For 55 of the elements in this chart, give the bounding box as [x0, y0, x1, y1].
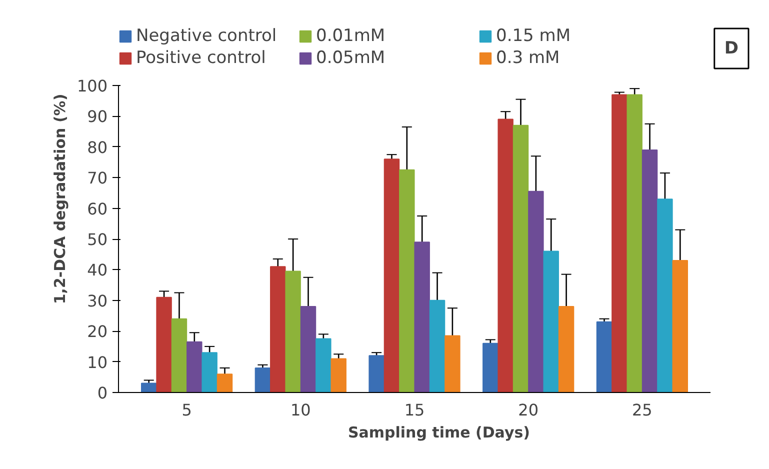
bar: [444, 335, 460, 392]
bar: [512, 124, 529, 392]
legend-label: 0.15 mM: [496, 26, 572, 46]
legend-label: 0.01mM: [316, 26, 386, 46]
y-tick-label: 90: [87, 107, 108, 126]
bar: [202, 352, 218, 392]
bar: [414, 242, 430, 392]
bar: [543, 250, 559, 392]
bar: [672, 260, 688, 392]
y-tick-label: 100: [76, 76, 108, 96]
y-tick-label: 50: [87, 230, 108, 249]
bar: [285, 270, 301, 392]
bar: [300, 306, 316, 392]
y-tick-label: 40: [87, 260, 108, 280]
bar: [626, 94, 642, 392]
bar: [140, 382, 157, 392]
y-tick-label: 30: [87, 291, 108, 310]
bar: [612, 94, 628, 392]
bar: [254, 367, 271, 392]
bar: [528, 190, 544, 392]
bar: [171, 318, 188, 392]
x-tick-label: 10: [290, 400, 311, 420]
bar: [216, 374, 233, 392]
bar: [558, 306, 574, 392]
y-tick-label: 60: [87, 199, 108, 218]
y-tick-label: 0: [97, 384, 108, 402]
legend-label: 0.05mM: [316, 48, 386, 68]
x-tick-label: 5: [182, 400, 192, 420]
bar: [384, 158, 400, 392]
bar: [642, 149, 658, 392]
bar: [186, 341, 202, 392]
x-tick-label: 25: [632, 400, 652, 420]
bar: [156, 296, 172, 392]
x-tick-label: 20: [518, 400, 539, 420]
y-tick-label: 80: [87, 138, 108, 157]
text: D: [724, 38, 739, 58]
bar: [368, 355, 384, 392]
legend-label: 0.3 mM: [496, 48, 561, 68]
bar: [596, 321, 612, 392]
bar: [399, 169, 415, 392]
bar: [270, 266, 286, 392]
bar: [498, 118, 514, 392]
bar: [330, 358, 346, 392]
x-tick-label: 15: [404, 400, 425, 420]
y-tick-label: 70: [87, 168, 108, 188]
y-tick-label: 20: [87, 322, 108, 342]
y-axis-title: 1,2-DCA degradation (%): [50, 94, 69, 304]
legend-label: Negative control: [136, 26, 278, 46]
y-tick-label: 10: [87, 352, 108, 372]
bar: [429, 300, 446, 392]
bar: [316, 338, 332, 392]
legend-label: Positive control: [136, 48, 267, 68]
bar: [482, 342, 498, 392]
x-axis-title: Sampling time (Days): [348, 424, 530, 442]
bar: [657, 198, 673, 392]
